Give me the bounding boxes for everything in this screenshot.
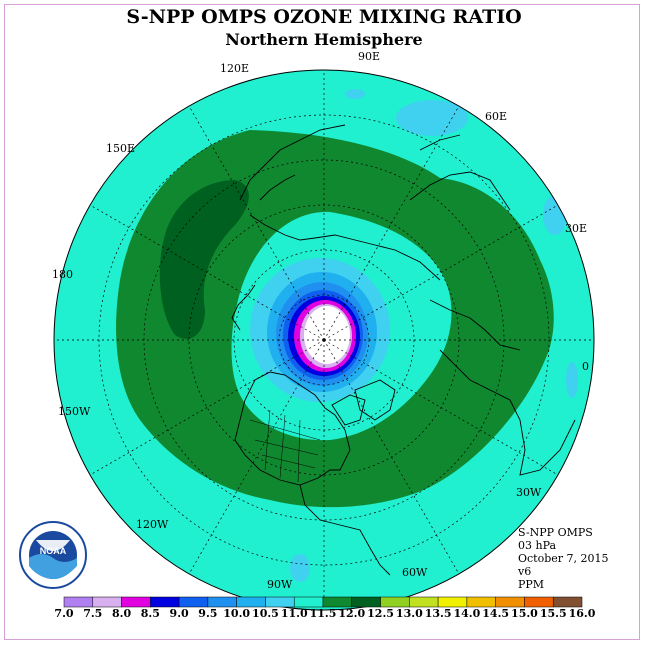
colorbar-swatch: [495, 596, 525, 608]
colorbar-swatch: [207, 596, 237, 608]
patch-10-5-south: [290, 554, 310, 582]
lon-label-150e: 150E: [106, 142, 136, 155]
colorbar-label: 10.0: [223, 607, 251, 620]
colorbar-label: 14.5: [482, 607, 510, 620]
colorbar-swatch: [150, 596, 180, 608]
figure-subtitle: Northern Hemisphere: [225, 30, 423, 49]
patch-12-0: [159, 180, 249, 339]
colorbar-label: 12.0: [338, 607, 366, 620]
patch-10-5-north: [396, 100, 468, 136]
colorbar-label: 16.0: [568, 607, 596, 620]
colorbar-swatch: [437, 596, 468, 608]
colorbar-label: 14.0: [453, 607, 481, 620]
colorbar-swatch: [265, 596, 295, 608]
colorbar-swatch: [351, 596, 381, 608]
colorbar-label: 7.0: [54, 607, 74, 620]
colorbar-label: 15.0: [511, 607, 538, 620]
info-date: October 7, 2015: [518, 552, 609, 565]
lon-label-60e: 60E: [485, 110, 508, 123]
colorbar-label: 13.0: [395, 607, 423, 620]
colorbar-label: 7.5: [83, 607, 103, 620]
colorbar-label: 10.5: [252, 607, 279, 620]
lon-label-180: 180: [52, 268, 73, 281]
colorbar-label: 9.5: [198, 607, 218, 620]
colorbar-label: 15.5: [539, 607, 567, 620]
colorbar-swatch: [552, 596, 583, 608]
lon-label-150w: 150W: [58, 405, 91, 418]
colorbar-swatch: [236, 596, 266, 608]
colorbar-swatch: [524, 596, 554, 608]
colorbar-swatch: [92, 596, 122, 608]
logo-text: NOAA: [40, 546, 67, 556]
colorbar-swatch: [63, 596, 94, 608]
lon-label-120w: 120W: [136, 518, 169, 531]
coastlines: [231, 124, 576, 576]
lon-label-90e: 90E: [358, 50, 381, 63]
patch-10-5-right: [566, 362, 578, 398]
colorbar-swatch: [380, 596, 410, 608]
info-level: 03 hPa: [518, 539, 557, 552]
colorbar-label: 8.0: [111, 607, 132, 620]
lon-label-30e: 30E: [565, 222, 588, 235]
noaa-logo: NOAA: [19, 521, 87, 589]
info-version: v6: [518, 565, 532, 578]
lon-label-90w: 90W: [267, 578, 293, 591]
figure-title: S-NPP OMPS OZONE MIXING RATIO: [126, 6, 522, 28]
info-block: S-NPP OMPS 03 hPa October 7, 2015 v6 PPM: [518, 526, 609, 591]
colorbar-swatch: [466, 596, 496, 608]
colorbar-swatch: [322, 596, 353, 608]
patch-10-5-small: [345, 89, 365, 99]
lon-label-60w: 60W: [402, 566, 428, 579]
colorbar-label: 12.5: [367, 607, 394, 620]
colorbar-label: 13.5: [424, 607, 452, 620]
colorbar-swatch: [293, 596, 324, 608]
meridians: [54, 70, 594, 610]
info-units: PPM: [518, 578, 545, 591]
colorbar-label: 11.5: [309, 607, 337, 620]
map-boundary: [53, 69, 595, 611]
colorbar-label: 11.0: [280, 607, 308, 620]
colorbar-label: 8.5: [140, 607, 160, 620]
lon-label-30w: 30W: [516, 486, 542, 499]
colorbar-swatch: [178, 596, 209, 608]
figure-frame: [4, 4, 640, 640]
info-instrument: S-NPP OMPS: [518, 526, 593, 539]
lon-label-120e: 120E: [220, 62, 250, 75]
colorbar-label: 9.0: [169, 607, 189, 620]
colorbar-swatch: [121, 596, 151, 608]
lon-label-0: 0: [582, 360, 589, 373]
colorbar-swatch: [409, 596, 439, 608]
state-borders: [249, 409, 321, 483]
